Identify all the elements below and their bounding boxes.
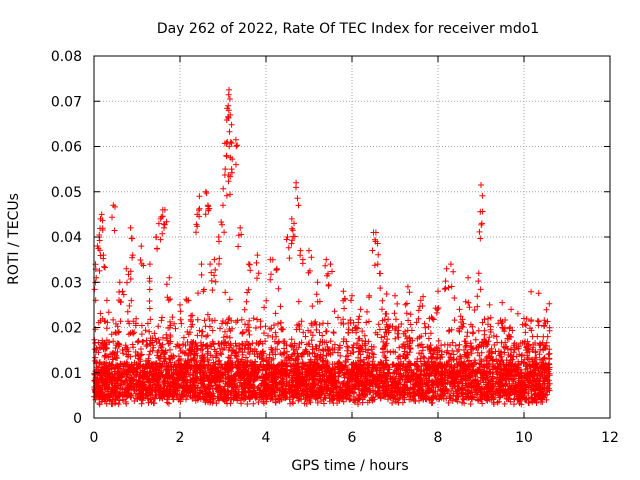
y-tick-label: 0.03 — [51, 275, 82, 291]
y-tick-label: 0.02 — [51, 321, 82, 337]
x-tick-labels: 0 2 4 6 8 10 12 — [90, 430, 619, 446]
y-tick-label: 0.06 — [51, 140, 82, 156]
data-points — [91, 86, 553, 408]
y-tick-label: 0.01 — [51, 366, 82, 382]
roti-data-markers — [91, 86, 553, 408]
x-tick-label: 4 — [262, 430, 271, 446]
x-tick-label: 12 — [601, 430, 619, 446]
x-tick-label: 8 — [434, 430, 443, 446]
y-tick-label: 0.04 — [51, 230, 82, 246]
y-tick-label: 0 — [73, 411, 82, 427]
y-axis-label: ROTI / TECUs — [6, 193, 22, 285]
x-tick-label: 10 — [515, 430, 533, 446]
x-tick-label: 2 — [176, 430, 185, 446]
x-axis-label: GPS time / hours — [291, 458, 408, 474]
y-tick-label: 0.07 — [51, 94, 82, 110]
chart-title: Day 262 of 2022, Rate Of TEC Index for r… — [157, 21, 539, 37]
x-tick-label: 0 — [90, 430, 99, 446]
y-tick-labels: 0 0.01 0.02 0.03 0.04 0.05 0.06 0.07 0.08 — [51, 49, 82, 427]
grid-lines — [94, 56, 610, 418]
y-tick-label: 0.05 — [51, 185, 82, 201]
x-tick-label: 6 — [348, 430, 357, 446]
y-tick-label: 0.08 — [51, 49, 82, 65]
axis-ticks — [93, 55, 611, 419]
